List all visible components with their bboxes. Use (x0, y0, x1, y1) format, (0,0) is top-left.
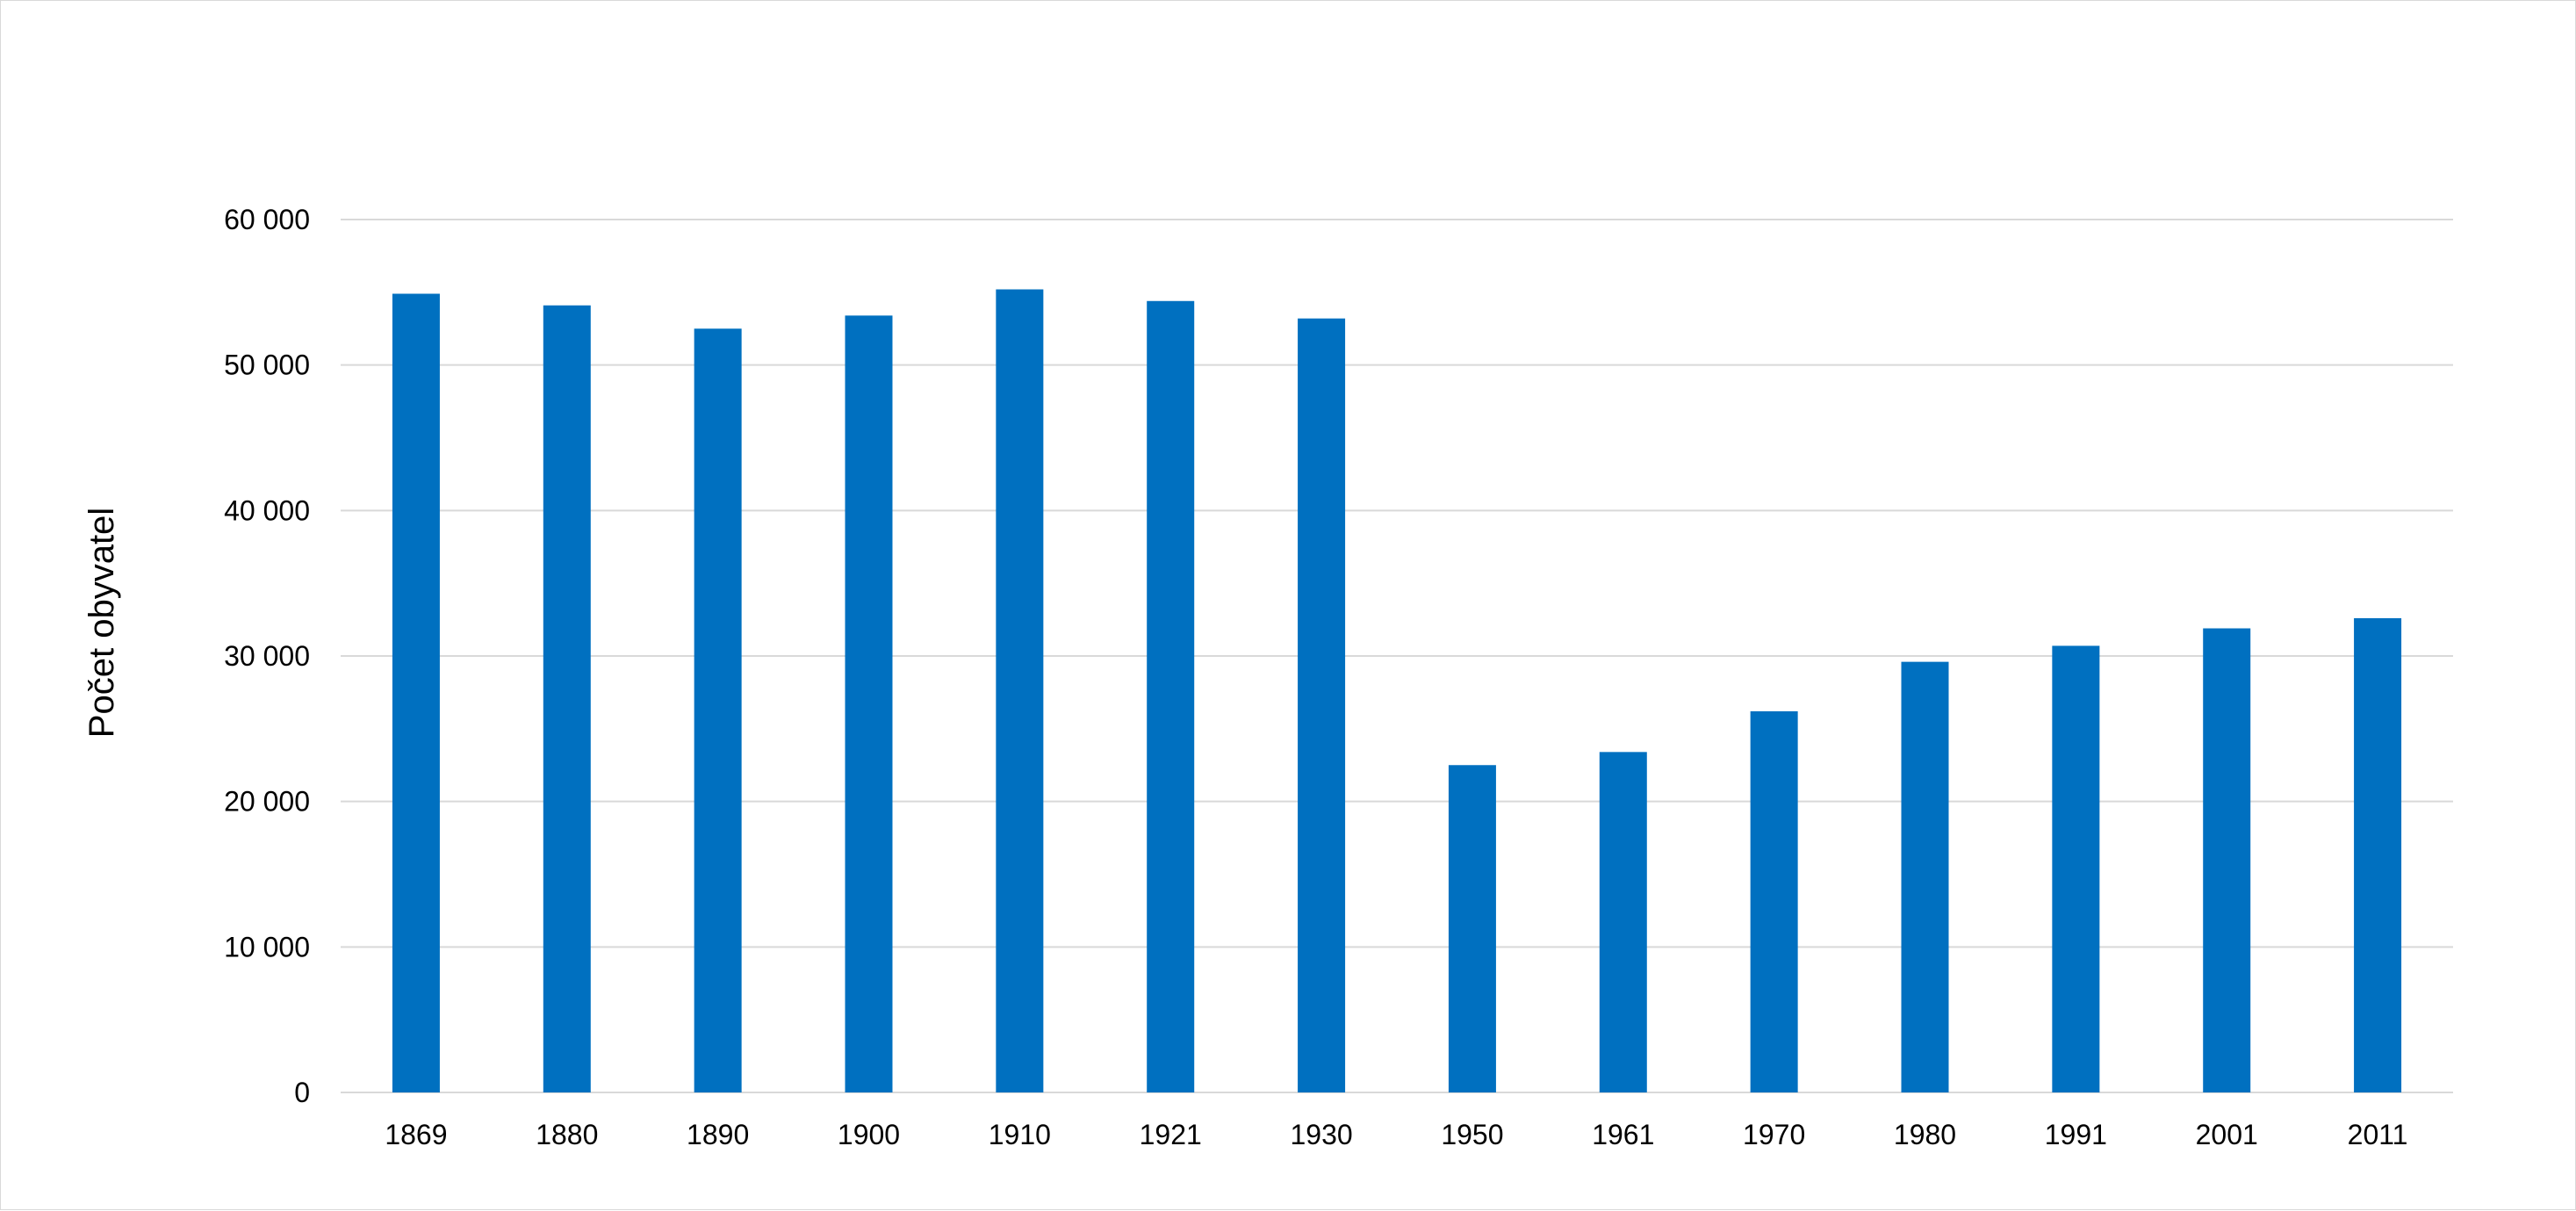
bar-1970 (1750, 710, 1798, 1092)
bar-1869 (392, 293, 440, 1092)
bar-1950 (1448, 765, 1496, 1092)
bar-1900 (845, 315, 893, 1093)
x-tick-label: 1950 (1441, 1119, 1503, 1150)
x-tick-label: 1930 (1290, 1119, 1352, 1150)
y-tick-label: 30 000 (224, 640, 310, 672)
x-tick-label: 1900 (838, 1119, 900, 1150)
x-tick-label: 1880 (536, 1119, 598, 1150)
x-tick-label: 1910 (989, 1119, 1051, 1150)
bar-1910 (996, 289, 1044, 1092)
bar-1880 (543, 305, 591, 1092)
y-tick-label: 50 000 (224, 350, 310, 381)
bar-1980 (1901, 661, 1949, 1092)
y-tick-label: 0 (294, 1077, 310, 1108)
x-axis-ticks: 1869 1880 1890 1900 1910 1921 1930 1950 1961 1970… (385, 1119, 2407, 1150)
x-tick-label: 1961 (1592, 1119, 1654, 1150)
bar-1890 (694, 328, 742, 1092)
y-tick-label: 20 000 (224, 786, 310, 818)
y-tick-label: 60 000 (224, 204, 310, 235)
bar-1921 (1147, 300, 1195, 1093)
bar-2001 (2203, 628, 2251, 1092)
bar-1930 (1298, 318, 1346, 1092)
y-tick-label: 40 000 (224, 494, 310, 526)
y-axis-title: Počet obyvatel (83, 508, 121, 738)
bars (392, 289, 2402, 1093)
x-tick-label: 1980 (1894, 1119, 1956, 1150)
x-tick-label: 1921 (1140, 1119, 1202, 1150)
x-tick-label: 1869 (385, 1119, 447, 1150)
x-tick-label: 2011 (2348, 1119, 2408, 1150)
x-tick-label: 1991 (2045, 1119, 2107, 1150)
bar-1991 (2052, 645, 2100, 1092)
y-tick-label: 10 000 (224, 931, 310, 962)
x-tick-label: 2001 (2196, 1119, 2258, 1150)
y-axis-ticks: 0 10 000 20 000 30 000 40 000 50 000 60 000 (224, 204, 310, 1108)
x-tick-label: 1970 (1743, 1119, 1805, 1150)
bar-1961 (1599, 752, 1647, 1092)
gridlines (341, 219, 2453, 1093)
x-tick-label: 1890 (687, 1119, 749, 1150)
bar-2011 (2354, 617, 2402, 1092)
